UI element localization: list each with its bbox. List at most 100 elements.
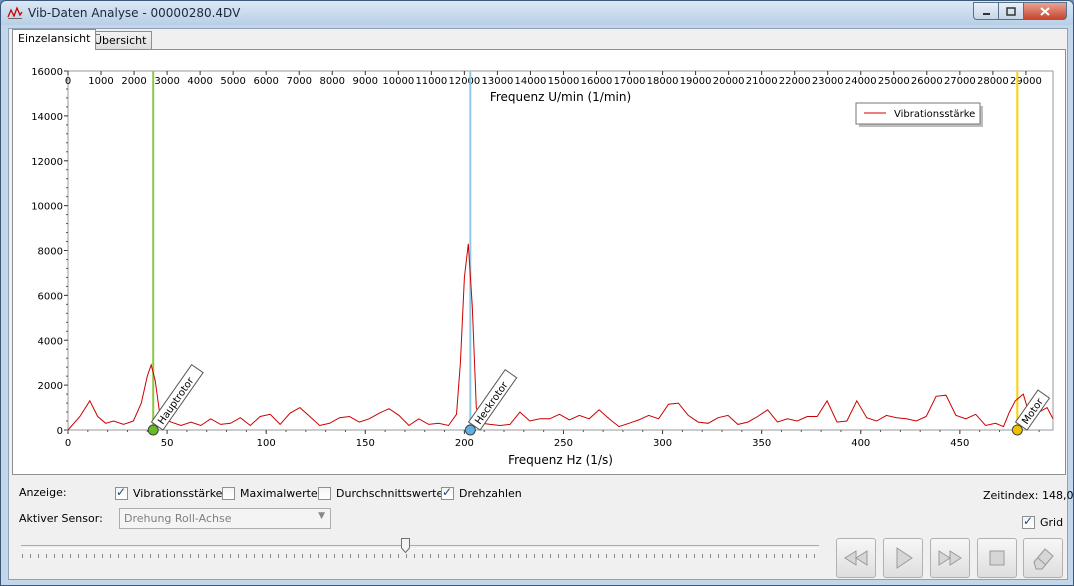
check-icon: ✓: [1023, 514, 1034, 528]
play-button[interactable]: [883, 538, 923, 578]
x2-tick-label: 20000: [713, 76, 745, 87]
x2-tick-label: 16000: [581, 76, 613, 87]
x2-tick-label: 5000: [220, 76, 245, 87]
x2-tick-label: 7000: [286, 76, 311, 87]
close-button[interactable]: [1023, 2, 1067, 20]
marker-dot: [1011, 424, 1023, 436]
sensor-select[interactable]: Drehung Roll-Achse ▼: [119, 508, 331, 529]
x2-tick-label: 18000: [647, 76, 679, 87]
window-title: Vib-Daten Analyse - 00000280.4DV: [28, 6, 241, 20]
legend-box: [855, 102, 981, 125]
sensor-label: Aktiver Sensor:: [19, 512, 103, 525]
marker-dot: [147, 424, 159, 436]
x2-tick-label: 14000: [515, 76, 547, 87]
x2-tick-label: 9000: [353, 76, 378, 87]
marker-dot: [464, 424, 476, 436]
y-tick-label: 10000: [31, 202, 63, 213]
time-slider-ticks: [22, 554, 820, 558]
checkbox-durchschnittswerte[interactable]: [318, 487, 331, 500]
x-tick-label: 150: [356, 438, 375, 449]
x-tick-label: 50: [161, 438, 174, 449]
time-slider-thumb[interactable]: [401, 538, 410, 553]
checkbox-vibrationsstaerke[interactable]: ✓: [115, 485, 128, 500]
x2-tick-label: 2000: [121, 76, 146, 87]
x2-tick-label: 17000: [614, 76, 646, 87]
anzeige-label: Anzeige:: [19, 486, 67, 499]
y-tick-label: 2000: [38, 381, 63, 392]
x2-tick-label: 23000: [812, 76, 844, 87]
x-tick-label: 100: [257, 438, 276, 449]
y-tick-label: 14000: [31, 112, 63, 123]
checkbox-label-maximalwerte: Maximalwerte: [240, 487, 318, 500]
marker-lines: [152, 71, 1019, 430]
eraser-icon: [1033, 548, 1054, 570]
x-tick-label: 0: [65, 438, 71, 449]
x2-tick-label: 13000: [482, 76, 514, 87]
x2-tick-label: 10000: [382, 76, 414, 87]
checkbox-maximalwerte[interactable]: [222, 487, 235, 500]
checkbox-label-drehzahlen: Drehzahlen: [459, 487, 522, 500]
y-tick-label: 16000: [31, 67, 63, 78]
tab-einzelansicht[interactable]: Einzelansicht: [12, 29, 97, 50]
x-tick-label: 300: [653, 438, 672, 449]
y-tick-label: 8000: [38, 247, 63, 258]
chevron-down-icon: ▼: [318, 511, 325, 521]
x2-tick-label: 21000: [746, 76, 778, 87]
stop-button[interactable]: [977, 538, 1017, 578]
y-tick-label: 12000: [31, 157, 63, 168]
zeitindex-readout: Zeitindex: 148,0s: [983, 489, 1074, 502]
minimize-button[interactable]: [973, 2, 998, 20]
rewind-icon: [844, 550, 868, 566]
app-chart-icon: [7, 6, 23, 19]
x2-tick-label: 24000: [845, 76, 877, 87]
y-tick-label: 6000: [38, 291, 63, 302]
caption-buttons: [973, 2, 1067, 20]
x2-tick-label: 25000: [878, 76, 910, 87]
fast-forward-icon: [938, 550, 962, 566]
x2-tick-label: 3000: [154, 76, 179, 87]
x2-tick-label: 19000: [680, 76, 712, 87]
tab-panel: 0 2000 4000 6000 8000 10000 12000 14000 16000 0 50…: [12, 49, 1066, 475]
checkbox-grid[interactable]: ✓: [1022, 514, 1035, 529]
x2-tick-label: 12000: [448, 76, 480, 87]
x2-tick-label: 0: [65, 76, 71, 87]
clear-button[interactable]: [1023, 538, 1063, 578]
marker-tag-box: [467, 369, 518, 431]
maximize-button[interactable]: [998, 2, 1023, 20]
close-icon: [1040, 6, 1050, 16]
maximize-icon: [1006, 6, 1016, 16]
x-tick-label: 400: [851, 438, 870, 449]
x2-tick-label: 11000: [415, 76, 447, 87]
check-icon: ✓: [116, 485, 127, 499]
marker-tag-box: [1014, 389, 1051, 431]
x2-tick-label: 27000: [944, 76, 976, 87]
x2-tick-label: 26000: [911, 76, 943, 87]
stop-icon: [989, 550, 1005, 566]
x2-tick-label: 28000: [977, 76, 1009, 87]
fast-forward-button[interactable]: [930, 538, 970, 578]
play-icon: [896, 547, 913, 569]
rewind-button[interactable]: [836, 538, 876, 578]
series-line: [67, 243, 1054, 431]
time-slider-track[interactable]: [21, 545, 819, 549]
x2-tick-label: 1000: [88, 76, 113, 87]
grid-label: Grid: [1040, 516, 1064, 529]
x2-tick-label: 22000: [779, 76, 811, 87]
x2-tick-label: 6000: [253, 76, 278, 87]
checkbox-drehzahlen[interactable]: ✓: [441, 485, 454, 500]
x-tick-label: 250: [554, 438, 573, 449]
client-area: Einzelansicht Übersicht 0 2000 4000 6000 800…: [8, 28, 1073, 580]
series-layer: [67, 243, 1054, 431]
sensor-select-value: Drehung Roll-Achse: [124, 512, 232, 525]
checkbox-label-durchschnittswerte: Durchschnittswerte: [336, 487, 444, 500]
x2-tick-label: 4000: [187, 76, 212, 87]
x-tick-label: 200: [455, 438, 474, 449]
title-bar: Vib-Daten Analyse - 00000280.4DV: [1, 1, 1073, 25]
x2-tick-label: 29000: [1010, 76, 1042, 87]
y-tick-label: 0: [57, 426, 63, 437]
y-tick-label: 4000: [38, 336, 63, 347]
tab-uebersicht[interactable]: Übersicht: [88, 31, 153, 50]
